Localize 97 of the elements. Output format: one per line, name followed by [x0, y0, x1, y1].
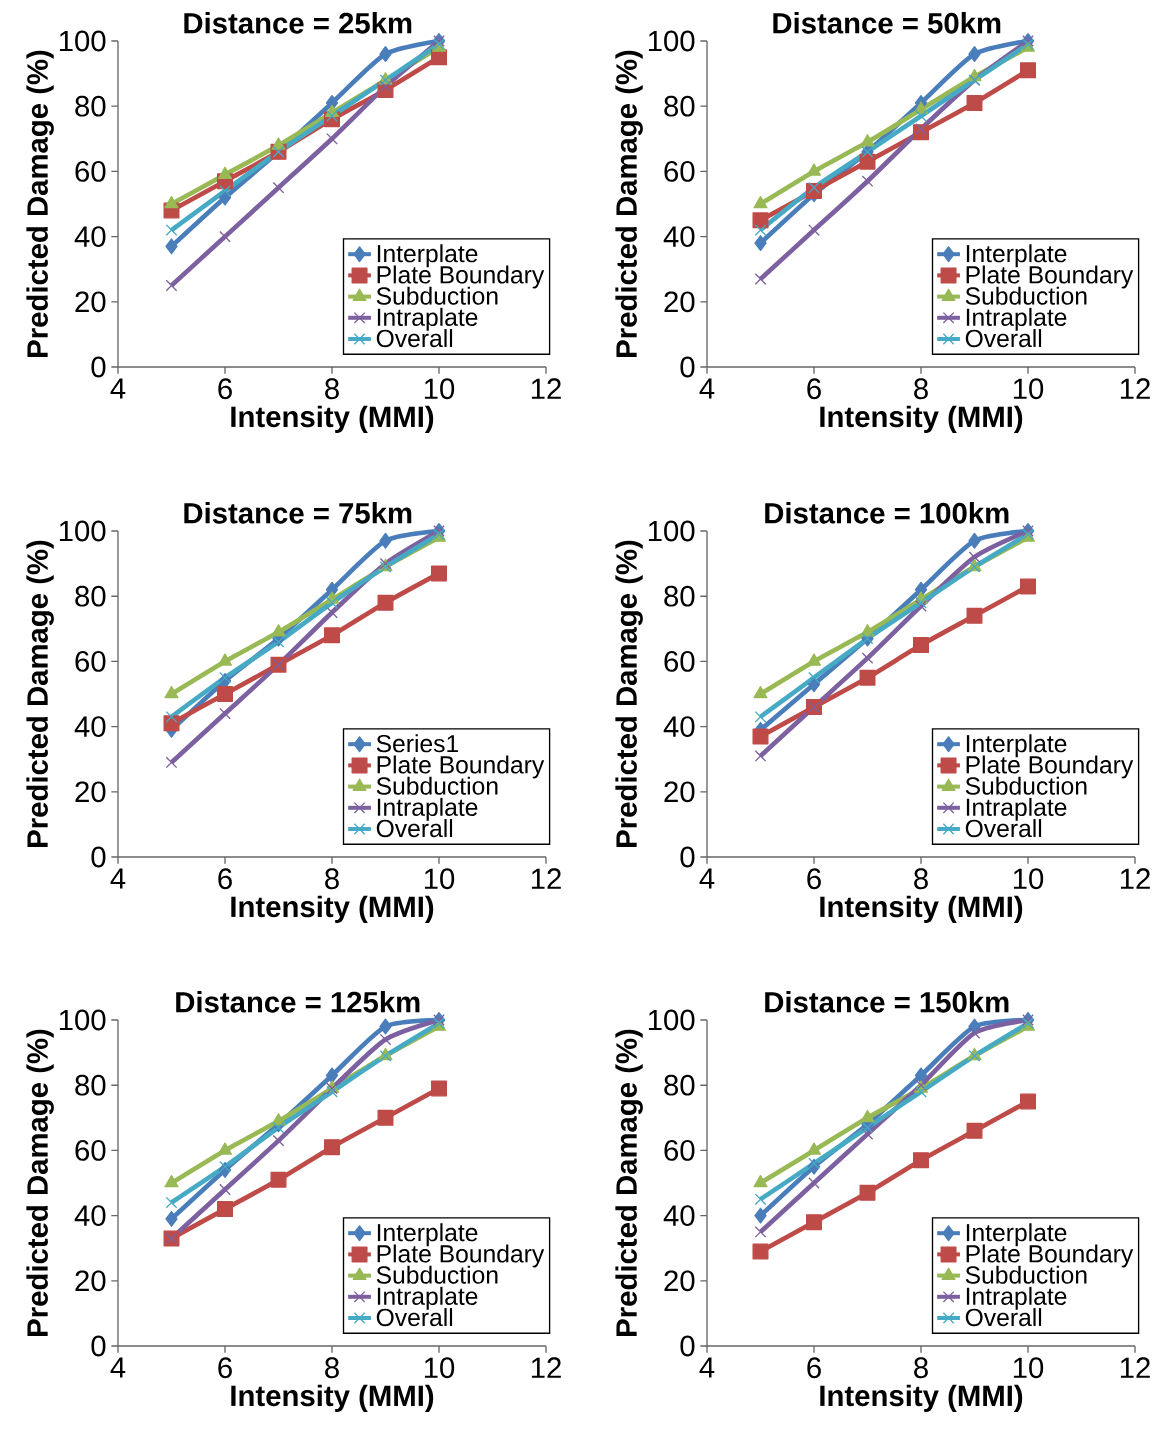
- y-tick-label: 80: [75, 1074, 106, 1096]
- y-tick-label: 60: [664, 651, 695, 672]
- legend-label: Intraplate: [377, 307, 478, 331]
- y-tick-label: 80: [75, 585, 106, 607]
- y-tick-label: 40: [74, 226, 106, 247]
- y-tick-label: 80: [664, 1074, 695, 1096]
- y-tick-label: 80: [75, 95, 106, 117]
- y-axis-title: Predicted Damage (%): [26, 50, 54, 357]
- x-tick-label: 12: [1120, 1357, 1150, 1378]
- x-tick-label: 4: [110, 378, 126, 399]
- x-tick-label: 8: [914, 1357, 928, 1379]
- x-tick-label: 8: [914, 378, 928, 400]
- x-axis-title: Intensity (MMI): [231, 895, 434, 923]
- legend-label: Intraplate: [377, 1286, 478, 1310]
- legend-label: Intraplate: [966, 307, 1067, 331]
- x-axis-title: Intensity (MMI): [820, 1384, 1023, 1412]
- x-axis-title: Intensity (MMI): [820, 895, 1023, 923]
- x-tick-label: 12: [531, 378, 561, 399]
- x-tick-label: 12: [531, 868, 561, 889]
- x-tick-label: 6: [218, 378, 232, 400]
- x-tick-label: 8: [325, 868, 339, 890]
- chart-title: Distance = 150km: [765, 991, 1009, 1013]
- x-tick-label: 8: [914, 868, 928, 890]
- y-axis-title: Predicted Damage (%): [615, 1029, 643, 1336]
- x-tick-label: 6: [218, 868, 232, 890]
- x-tick-label: 10: [1013, 378, 1044, 400]
- y-tick-label: 20: [664, 781, 695, 803]
- x-tick-label: 10: [1013, 868, 1044, 890]
- legend-label: Overall: [965, 1308, 1042, 1327]
- chart-title: Distance = 75km: [184, 502, 412, 524]
- y-tick-label: 20: [75, 291, 106, 313]
- y-tick-label: 0: [91, 846, 106, 868]
- y-axis-title: Predicted Damage (%): [615, 50, 643, 357]
- x-tick-label: 6: [807, 378, 821, 400]
- y-tick-label: 20: [664, 291, 695, 313]
- y-tick-label: 100: [648, 30, 695, 52]
- y-tick-label: 40: [663, 716, 695, 737]
- y-tick-label: 100: [648, 1009, 695, 1031]
- x-tick-label: 4: [699, 868, 715, 889]
- chart-title: Distance = 125km: [176, 991, 420, 1013]
- legend-label: Intraplate: [377, 797, 478, 821]
- y-tick-label: 80: [664, 95, 695, 117]
- y-tick-label: 60: [75, 161, 106, 182]
- x-axis-title: Intensity (MMI): [231, 405, 434, 433]
- x-tick-label: 12: [1120, 868, 1150, 889]
- x-tick-label: 4: [699, 1357, 715, 1378]
- y-axis-title: Predicted Damage (%): [26, 540, 54, 847]
- legend-label: Overall: [376, 819, 453, 838]
- x-tick-label: 10: [1013, 1357, 1044, 1379]
- x-tick-label: 12: [1120, 378, 1150, 399]
- x-tick-label: 10: [424, 868, 455, 890]
- x-axis-title: Intensity (MMI): [820, 405, 1023, 433]
- y-tick-label: 0: [91, 356, 106, 378]
- x-tick-label: 4: [110, 1357, 126, 1378]
- chart-title: Distance = 25km: [184, 12, 412, 34]
- x-tick-label: 4: [110, 868, 126, 889]
- y-tick-label: 40: [663, 1205, 695, 1226]
- y-tick-label: 40: [74, 1205, 106, 1226]
- x-tick-label: 8: [325, 1357, 339, 1379]
- y-tick-label: 60: [664, 1140, 695, 1161]
- legend-label: Series1: [376, 734, 459, 753]
- x-tick-label: 10: [424, 1357, 455, 1379]
- y-tick-label: 60: [664, 161, 695, 182]
- y-axis-title: Predicted Damage (%): [26, 1029, 54, 1336]
- y-tick-label: 60: [75, 1140, 106, 1161]
- y-tick-label: 80: [664, 585, 695, 607]
- y-tick-label: 100: [59, 30, 106, 52]
- legend-label: Intraplate: [966, 797, 1067, 821]
- y-tick-label: 20: [664, 1270, 695, 1292]
- y-tick-label: 20: [75, 1270, 106, 1292]
- legend-label: Overall: [376, 329, 453, 348]
- y-tick-label: 60: [75, 651, 106, 672]
- x-tick-label: 4: [699, 378, 715, 399]
- x-axis-title: Intensity (MMI): [231, 1384, 434, 1412]
- x-tick-label: 8: [325, 378, 339, 400]
- x-tick-label: 6: [807, 868, 821, 890]
- x-tick-label: 6: [807, 1357, 821, 1379]
- y-tick-label: 100: [59, 1009, 106, 1031]
- chart-title: Distance = 100km: [765, 502, 1009, 524]
- y-tick-label: 0: [680, 356, 695, 378]
- x-tick-label: 10: [424, 378, 455, 400]
- legend-label: Intraplate: [966, 1286, 1067, 1310]
- y-tick-label: 40: [663, 226, 695, 247]
- x-tick-label: 12: [531, 1357, 561, 1378]
- legend-label: Overall: [965, 329, 1042, 348]
- y-tick-label: 100: [648, 520, 695, 542]
- chart-title: Distance = 50km: [773, 12, 1001, 34]
- y-tick-label: 0: [680, 1335, 695, 1357]
- legend-label: Overall: [965, 819, 1042, 838]
- legend-label: Overall: [376, 1308, 453, 1327]
- x-tick-label: 6: [218, 1357, 232, 1379]
- y-tick-label: 100: [59, 520, 106, 542]
- y-tick-label: 0: [680, 846, 695, 868]
- y-tick-label: 40: [74, 716, 106, 737]
- y-tick-label: 20: [75, 781, 106, 803]
- y-tick-label: 0: [91, 1335, 106, 1357]
- y-axis-title: Predicted Damage (%): [615, 540, 643, 847]
